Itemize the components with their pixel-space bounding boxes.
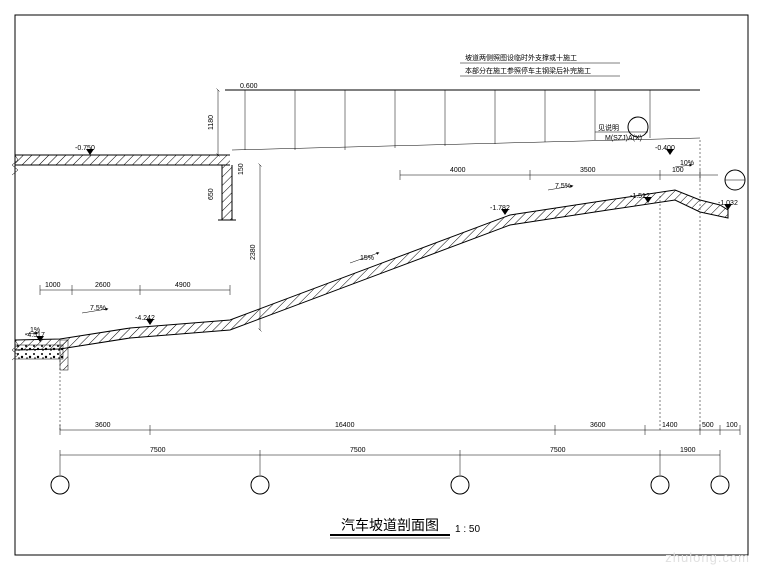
dim-g3: 7500 xyxy=(550,447,566,454)
rail-elev: 0.600 xyxy=(240,83,258,90)
dim-1400: 1400 xyxy=(662,422,678,429)
dim-railing-h: 1180 xyxy=(208,115,215,130)
note-socket: M(SZJ)A(X) xyxy=(605,135,642,142)
note-top1: 坡道两侧照图设临时外支撑或十施工 xyxy=(465,53,577,62)
dim-g2: 7500 xyxy=(350,447,366,454)
grid-bubble-3 xyxy=(451,476,469,494)
dim-g1: 7500 xyxy=(150,447,166,454)
grid-bubble-4 xyxy=(651,476,669,494)
grid-bubble-1 xyxy=(51,476,69,494)
dim-500: 500 xyxy=(702,422,714,429)
drawing-border xyxy=(15,15,748,555)
dim-2380: 2380 xyxy=(250,244,257,260)
grid-bubble-5 xyxy=(711,476,729,494)
dim-4000: 4000 xyxy=(450,167,466,174)
dim-3600l: 3600 xyxy=(95,422,111,429)
dim-1000: 1000 xyxy=(45,282,61,289)
drawing-scale: 1 : 50 xyxy=(455,524,480,535)
grid-bubble-2 xyxy=(251,476,269,494)
dim-g4: 1900 xyxy=(680,447,696,454)
upper-slab xyxy=(15,155,230,165)
left-pit-wall xyxy=(60,340,68,370)
stub-wall xyxy=(222,165,232,220)
dim-4900: 4900 xyxy=(175,282,191,289)
note-top2: 本部分在施工参照停车主钢梁后补完施工 xyxy=(465,66,591,75)
section-bubble xyxy=(628,117,648,137)
dim-3600r: 3600 xyxy=(590,422,606,429)
dim-2600: 2600 xyxy=(95,282,111,289)
slope-2: 7.5% xyxy=(90,305,106,312)
dim-150: 150 xyxy=(238,163,245,175)
note-callout: 见说明 xyxy=(598,123,619,132)
dim-650: 650 xyxy=(208,188,215,200)
watermark: zhulong.com xyxy=(665,550,750,565)
dim-ext100: 100 xyxy=(726,422,738,429)
gravel-base xyxy=(15,345,63,359)
dim-3500: 3500 xyxy=(580,167,596,174)
drawing-title: 汽车坡道剖面图 xyxy=(341,517,439,533)
ramp-surface xyxy=(15,190,728,350)
dim-16400: 16400 xyxy=(335,422,355,429)
dim-100: 100 xyxy=(672,167,684,174)
